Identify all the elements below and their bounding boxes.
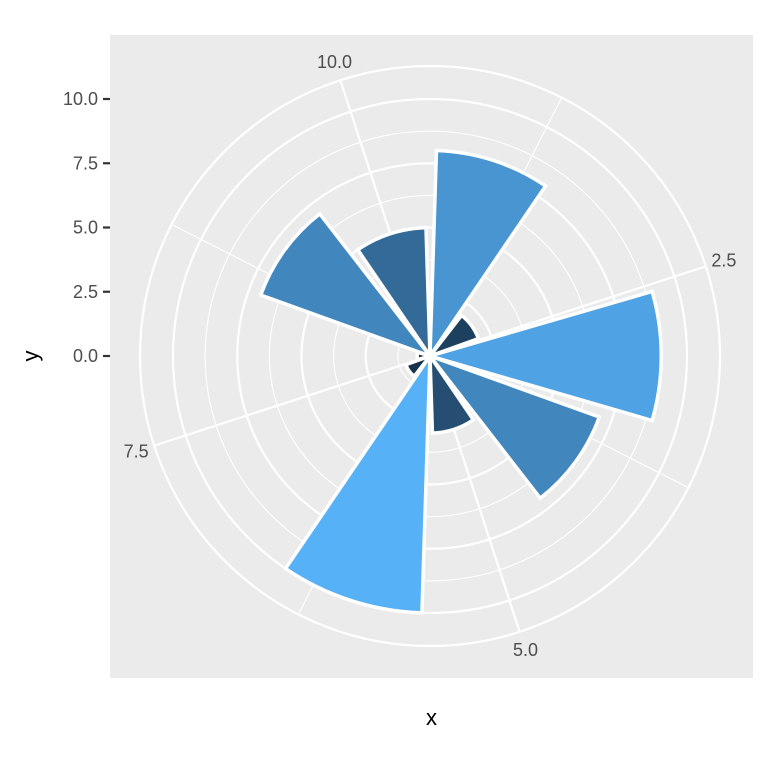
x-axis-title: x — [426, 705, 437, 730]
grid-spoke-major — [153, 354, 431, 447]
grid-circle-major — [171, 97, 689, 615]
y-tick-label: 5.0 — [73, 218, 98, 238]
y-tick-label: 10.0 — [63, 89, 98, 109]
y-tick-label: 7.5 — [73, 153, 98, 173]
bar-2 — [424, 312, 481, 360]
bars — [258, 148, 663, 615]
bar-4 — [424, 352, 602, 501]
x-tick-label: 7.5 — [124, 441, 149, 461]
y-tick-label: 0.0 — [73, 346, 98, 366]
grid-circle-outer — [138, 64, 722, 648]
y-tick-label: 2.5 — [73, 282, 98, 302]
x-tick-label: 5.0 — [513, 640, 538, 660]
y-axis-title: y — [18, 351, 43, 362]
bar-9 — [258, 211, 436, 360]
bar-10 — [355, 225, 432, 362]
angular-tick-labels: 2.5 5.0 7.5 10.0 — [124, 52, 737, 660]
bar-7 — [403, 352, 436, 379]
bar-1 — [428, 148, 548, 362]
bar-5 — [428, 350, 476, 435]
bar-6 — [283, 350, 432, 615]
bar-3 — [423, 289, 663, 423]
y-axis: 0.0 2.5 5.0 7.5 10.0 — [63, 89, 110, 366]
x-tick-label: 2.5 — [711, 251, 736, 271]
x-tick-label: 10.0 — [317, 52, 352, 72]
